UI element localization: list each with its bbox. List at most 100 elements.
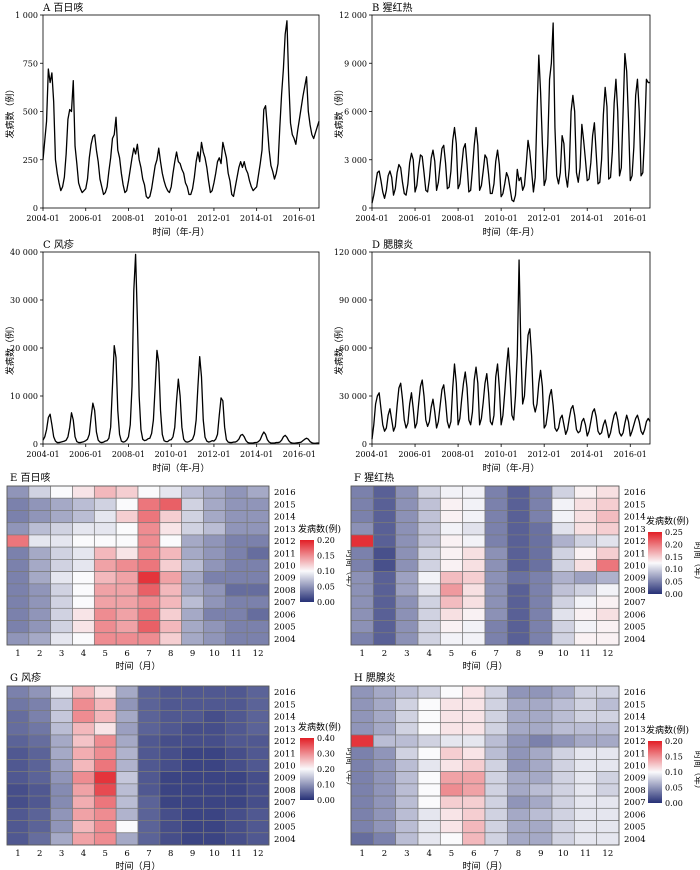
heatmap-cell bbox=[115, 620, 139, 634]
x-tick-label: 4 bbox=[81, 849, 86, 859]
heatmap-cell bbox=[224, 710, 248, 724]
heatmap-cell bbox=[372, 734, 397, 748]
heatmap-cell bbox=[417, 546, 441, 560]
heatmap-cell bbox=[115, 571, 139, 585]
heatmap-cell bbox=[439, 734, 464, 748]
heatmap-cell bbox=[246, 522, 270, 536]
x-tick-label: 5 bbox=[449, 849, 454, 859]
heatmap-cell bbox=[28, 807, 52, 821]
heatmap-cell bbox=[462, 595, 486, 609]
y-tick-label: 2015 bbox=[274, 500, 296, 510]
heatmap-cell bbox=[6, 795, 30, 809]
heatmap-cell bbox=[417, 832, 441, 846]
x-tick-label: 2 bbox=[37, 849, 42, 859]
heatmap-cell bbox=[506, 807, 531, 821]
heatmap-cell bbox=[72, 485, 95, 499]
heatmap-cell bbox=[159, 697, 183, 711]
heatmap-cell bbox=[573, 795, 598, 809]
heatmap-cell bbox=[246, 534, 270, 548]
line-chart-B: B 猩红热 0 3 000 6 000 9 000 12 000 2004-01 2006-0… bbox=[333, 1, 651, 238]
heatmap-cell bbox=[203, 807, 226, 821]
heatmap-cell bbox=[6, 746, 30, 760]
heatmap-cell bbox=[203, 734, 226, 748]
heatmap-cell bbox=[462, 722, 486, 736]
heatmap-cell bbox=[6, 697, 30, 711]
heatmap-cell bbox=[484, 832, 508, 846]
heatmap-cell bbox=[417, 722, 441, 736]
x-tick-label: 2004-01 bbox=[355, 214, 388, 223]
heatmap-cell bbox=[72, 522, 95, 536]
heatmap-cell bbox=[484, 710, 508, 724]
y-tick-label: 2011 bbox=[624, 749, 646, 759]
heatmap-cell bbox=[395, 510, 419, 524]
heatmap-cell bbox=[529, 522, 553, 536]
heatmap-cell bbox=[159, 497, 183, 511]
heatmap-cell bbox=[93, 783, 117, 797]
heatmap-cell bbox=[506, 697, 531, 711]
heatmap-cell bbox=[462, 497, 486, 511]
heatmap-cell bbox=[246, 497, 270, 511]
x-tick-label: 2014-01 bbox=[240, 450, 273, 459]
heatmap-cell bbox=[529, 583, 553, 597]
heatmap-cell bbox=[50, 546, 73, 560]
heatmap-cell bbox=[350, 759, 374, 772]
heatmap-cell bbox=[529, 697, 553, 711]
heatmap-cell bbox=[506, 783, 531, 797]
heatmap-cell bbox=[439, 722, 464, 736]
heatmap-cell bbox=[159, 685, 183, 699]
heatmap-cell bbox=[596, 595, 620, 609]
heatmap-cell bbox=[50, 722, 73, 736]
heatmap-cell bbox=[137, 485, 161, 499]
heatmap-cell bbox=[137, 522, 161, 536]
series-line bbox=[42, 20, 320, 199]
y-tick-label: 2012 bbox=[274, 537, 296, 547]
heatmap-cell bbox=[6, 559, 30, 572]
heatmap-cell bbox=[203, 559, 226, 572]
heatmap-cell bbox=[551, 595, 575, 609]
heatmap-cell bbox=[115, 807, 139, 821]
legend-tick-label: 0.05 bbox=[317, 583, 335, 592]
heatmap-cell bbox=[529, 722, 553, 736]
y-tick-label: 2007 bbox=[274, 798, 296, 808]
heatmap-cell bbox=[551, 583, 575, 597]
x-tick-label: 11 bbox=[580, 649, 591, 659]
heatmap-cell bbox=[395, 685, 419, 699]
heatmap-cell bbox=[72, 497, 95, 511]
x-tick-label: 6 bbox=[471, 849, 476, 859]
heatmap-cell bbox=[203, 485, 226, 499]
heatmap-cell bbox=[395, 522, 419, 536]
heatmap-cell bbox=[417, 595, 441, 609]
y-tick-label: 2006 bbox=[274, 610, 296, 620]
x-tick-label: 2010-01 bbox=[155, 214, 188, 223]
heatmap-cell bbox=[439, 607, 464, 621]
heatmap-cell bbox=[462, 820, 486, 834]
heatmap-cell bbox=[137, 546, 161, 560]
heatmap-cell bbox=[573, 497, 598, 511]
heatmap-cell bbox=[50, 832, 73, 846]
heatmap-cell bbox=[203, 759, 226, 772]
heatmap-cell bbox=[350, 710, 374, 724]
heatmap-cell bbox=[395, 771, 419, 785]
heatmap-cell bbox=[6, 783, 30, 797]
y-tick-label: 2006 bbox=[624, 610, 646, 620]
x-tick-label: 7 bbox=[146, 849, 151, 859]
heatmap-cell bbox=[439, 697, 464, 711]
heatmap-cell bbox=[224, 607, 248, 621]
legend-tick-label: 0.20 bbox=[665, 540, 683, 549]
heatmap-cell bbox=[573, 485, 598, 499]
heatmap-cell bbox=[573, 771, 598, 785]
heatmap-cell bbox=[246, 771, 270, 785]
heatmap-cell bbox=[372, 722, 397, 736]
y-tick-label: 2014 bbox=[274, 713, 296, 723]
heatmap-cell bbox=[72, 783, 95, 797]
heatmap-cell bbox=[439, 571, 464, 585]
heatmap-cell bbox=[28, 759, 52, 772]
heatmap-cell bbox=[137, 685, 161, 699]
heatmap-cell bbox=[137, 734, 161, 748]
y-tick-label: 2005 bbox=[274, 623, 296, 633]
heatmap-cell bbox=[115, 771, 139, 785]
heatmap-cell bbox=[93, 522, 117, 536]
heatmap-cell bbox=[529, 632, 553, 646]
heatmap-cell bbox=[181, 559, 204, 572]
x-tick-label: 1 bbox=[15, 649, 20, 659]
